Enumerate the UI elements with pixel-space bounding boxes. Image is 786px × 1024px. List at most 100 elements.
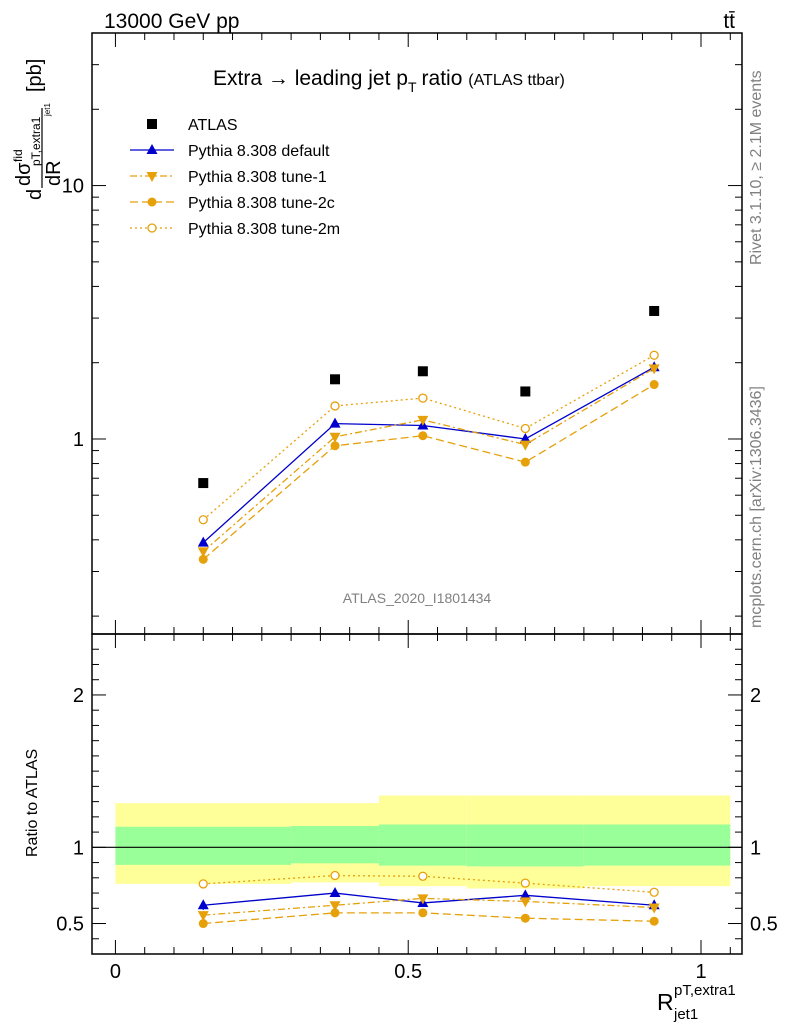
data-point: [197, 536, 209, 547]
title-arrow: →: [268, 67, 289, 90]
ratio-series-1: [197, 894, 660, 922]
title-small: (ATLAS ttbar): [468, 72, 565, 89]
y-tick-label: 10: [62, 176, 84, 198]
data-point: [417, 415, 429, 426]
title-mid: leading jet p: [295, 67, 408, 90]
legend-item: Pythia 8.308 default: [130, 143, 330, 160]
legend: ATLAS Pythia 8.308 default Pythia 8.308 tu…: [130, 117, 340, 238]
xlabel-R: R: [657, 989, 674, 1015]
ratio-point: [197, 899, 209, 910]
header-left: 13000 GeV pp: [104, 10, 239, 33]
ratio-y-tick-label: 1: [73, 837, 84, 859]
ylabel-unit: [pb]: [24, 59, 46, 92]
y-tick-label: 1: [73, 429, 84, 451]
ratio-y-tick-label: 2: [73, 685, 84, 707]
ylabel-dR: dR: [43, 160, 65, 186]
ratio-series-2: [198, 908, 659, 929]
ratio-y-tick-label-right: 2: [750, 685, 761, 707]
uncertainty-band-inner: [466, 824, 584, 867]
ratio-data-layer: [197, 870, 660, 929]
x-tick-label: 1: [695, 961, 706, 983]
x-tick-label: 0.5: [394, 961, 422, 983]
ratio-point: [649, 887, 659, 897]
ratio-point: [198, 919, 208, 929]
ratio-line: [203, 874, 655, 893]
data-point: [519, 440, 531, 451]
data-point: [198, 515, 208, 525]
ratio-bands: [92, 795, 742, 889]
main-data-layer: [197, 305, 660, 564]
data-point: [330, 441, 340, 451]
ylabel-sub2: jet1: [43, 103, 52, 117]
mcplots-label: mcplots.cern.ch [arXiv:1306.3436]: [748, 386, 765, 628]
data-point: [330, 401, 340, 411]
series-2: [197, 364, 660, 558]
uncertainty-band-inner: [115, 826, 292, 865]
ratio-point: [329, 887, 341, 898]
analysis-watermark: ATLAS_2020_I1801434: [343, 590, 492, 606]
legend-label: Pythia 8.308 tune-2c: [188, 195, 335, 212]
title-sub: T: [408, 79, 417, 95]
data-point: [329, 432, 341, 443]
data-point: [649, 380, 659, 390]
main-ylabel: d dσ fid pT,extra1 jet1 dR [pb]: [11, 59, 65, 200]
legend-item: Pythia 8.308 tune-2m: [130, 221, 340, 238]
ratio-point: [519, 897, 531, 908]
ratio-point: [330, 908, 340, 918]
ratio-ticks: 0.5 0.5 1 1 2 2 0 0.5 1: [56, 633, 778, 983]
series-line: [202, 366, 655, 544]
uncertainty-band-inner: [583, 824, 731, 866]
legend-marker: [146, 172, 158, 182]
ratio-series-3: [198, 870, 659, 897]
ylabel-sub: pT,extra1: [29, 116, 43, 166]
series-line: [202, 367, 655, 552]
title-main: Extra: [213, 67, 262, 90]
data-point: [418, 431, 428, 441]
uncertainty-band-inner: [291, 826, 379, 864]
legend-marker: [147, 119, 157, 129]
data-point: [649, 305, 660, 316]
legend-item: Pythia 8.308 tune-2c: [130, 195, 335, 212]
ratio-frame: [91, 633, 743, 955]
data-point: [198, 554, 208, 564]
ratio-point: [329, 901, 341, 912]
ratio-y-tick-label-right: 0.5: [750, 914, 778, 936]
ratio-xlabel: R pT,extra1 jet1: [657, 982, 736, 1023]
rivet-label: Rivet 3.1.10, ≥ 2.1M events: [748, 70, 765, 265]
ratio-point: [330, 870, 340, 881]
series-0: [198, 305, 660, 489]
ratio-y-tick-label: 0.5: [56, 914, 84, 936]
ratio-line: [203, 897, 655, 916]
series-4: [198, 350, 659, 525]
ratio-point: [418, 871, 428, 881]
data-point: [329, 417, 341, 428]
ylabel-fid: fid: [11, 149, 25, 162]
legend-marker: [147, 197, 157, 207]
legend-marker: [146, 144, 158, 154]
ratio-point: [520, 913, 530, 923]
xlabel-sup: pT,extra1: [674, 982, 736, 999]
main-panel: 1 10 Extra → leading jet pT ratio (ATLAS t…: [11, 32, 743, 635]
legend-item: ATLAS: [147, 117, 238, 134]
legend-label: Pythia 8.308 default: [188, 143, 330, 160]
ratio-point: [198, 879, 208, 889]
uncertainty-band-inner: [378, 824, 467, 866]
legend-label: Pythia 8.308 tune-1: [188, 169, 327, 186]
ylabel-dsigma: dσ: [13, 162, 35, 186]
data-point: [418, 393, 428, 403]
data-point: [520, 386, 531, 397]
data-point: [417, 366, 428, 377]
ratio-point: [417, 894, 429, 905]
main-ticks: 1 10: [62, 32, 742, 634]
series-3: [198, 380, 659, 564]
ratio-point: [648, 903, 660, 914]
ratio-point: [520, 878, 530, 888]
main-title: Extra → leading jet pT ratio (ATLAS ttbar…: [213, 67, 565, 95]
data-point: [649, 350, 659, 360]
header-right: tt̄: [723, 10, 735, 33]
legend-item: Pythia 8.308 tune-1: [130, 169, 327, 186]
ratio-point: [197, 911, 209, 922]
x-tick-label: 0: [110, 961, 121, 983]
series-1: [197, 361, 660, 547]
